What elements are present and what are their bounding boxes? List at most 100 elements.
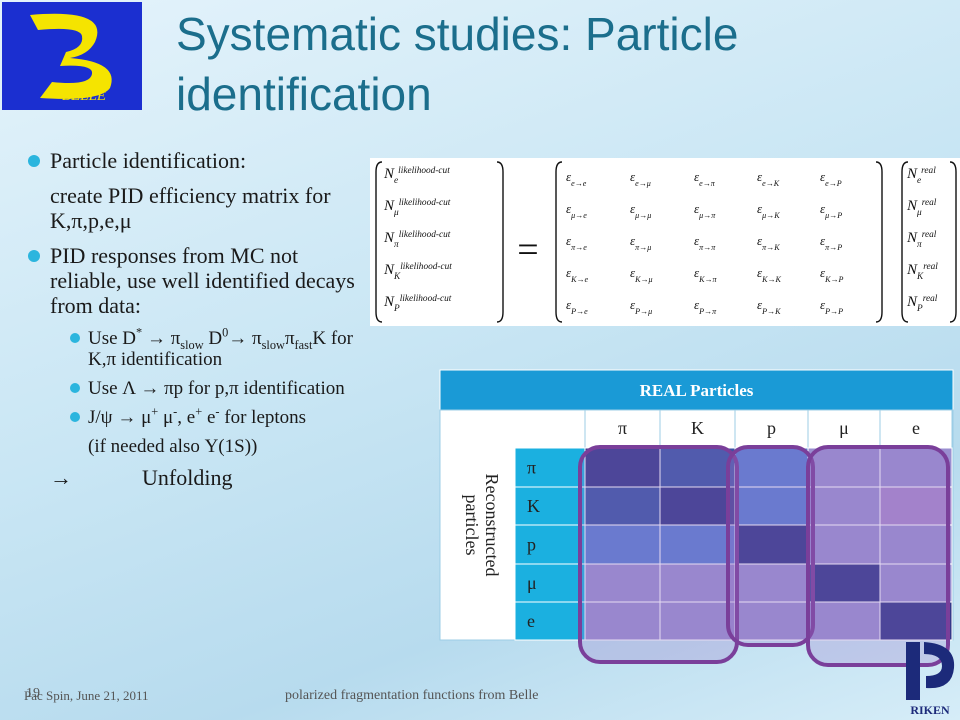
matrix-entry-part: → bbox=[639, 211, 647, 220]
bracket bbox=[901, 161, 909, 323]
matrix-entry-part: → bbox=[766, 243, 774, 252]
matrix-entry-part: ε bbox=[694, 233, 700, 248]
vector-entry-part: N bbox=[383, 230, 395, 246]
matrix-entry-part: ε bbox=[757, 201, 763, 216]
row-label: π bbox=[527, 458, 536, 478]
matrix-entry-part: e bbox=[585, 275, 589, 284]
bullet-text: D bbox=[203, 328, 223, 349]
matrix-cell bbox=[584, 601, 661, 641]
matrix-entry-part: → bbox=[640, 307, 648, 316]
matrix-entry-part: P bbox=[836, 211, 842, 220]
matrix-cell bbox=[879, 601, 953, 641]
bracket bbox=[949, 161, 957, 323]
row-label: p bbox=[527, 535, 536, 555]
bullet-text: e bbox=[202, 407, 216, 428]
bullet-item: create PID efficiency matrix for K,π,p,e… bbox=[28, 183, 358, 233]
bullet-item: J/ψ → μ+ μ-, e+ e- for leptons bbox=[28, 404, 358, 428]
row-label-cell bbox=[514, 524, 586, 565]
matrix-entry: επ→P bbox=[820, 233, 842, 252]
matrix-cell bbox=[584, 524, 661, 565]
matrix-entry: εK→π bbox=[694, 265, 718, 284]
bullet-text: fast bbox=[294, 337, 313, 352]
matrix-cell bbox=[879, 563, 953, 603]
matrix-cell bbox=[807, 524, 881, 565]
matrix-entry: επ→π bbox=[694, 233, 716, 252]
matrix-entry-part: K bbox=[634, 275, 641, 284]
matrix-cell bbox=[734, 601, 809, 641]
bullet-text: Particle identification: bbox=[50, 148, 247, 173]
row-label: μ bbox=[527, 573, 537, 593]
matrix-entry: εP→P bbox=[820, 297, 843, 316]
vector-entry-part: P bbox=[916, 304, 923, 314]
matrix-entry-part: → bbox=[704, 307, 712, 316]
col-label: K bbox=[691, 418, 704, 438]
matrix-entry-part: → bbox=[576, 307, 584, 316]
matrix-entry-part: P bbox=[837, 307, 843, 316]
matrix-entry-part: μ bbox=[646, 179, 651, 188]
matrix-entry-part: e bbox=[762, 179, 766, 188]
matrix-entry-part: ε bbox=[694, 297, 700, 312]
highlight-outline bbox=[806, 445, 950, 667]
page-number: 19 bbox=[26, 686, 40, 701]
bullet-text: + bbox=[195, 404, 203, 419]
vector-entry-part: e bbox=[394, 176, 398, 186]
row-label-cell bbox=[514, 563, 586, 603]
matrix-entry-part: ε bbox=[757, 169, 763, 184]
bullet-item: (if needed also Υ(1S)) bbox=[28, 436, 358, 457]
bullet-marker bbox=[28, 250, 40, 262]
matrix-entry: εP→K bbox=[757, 297, 781, 316]
bullet-text: PID responses from MC not reliable, use … bbox=[50, 243, 355, 318]
matrix-entry-part: K bbox=[773, 179, 780, 188]
vector-entry-part: π bbox=[917, 240, 922, 250]
matrix-entry: εe→K bbox=[757, 169, 780, 188]
matrix-entry-part: ε bbox=[820, 169, 826, 184]
vector-entry-part: K bbox=[916, 272, 924, 282]
matrix-entry: εμ→P bbox=[820, 201, 842, 220]
bracket bbox=[496, 161, 504, 323]
bullet-text: - bbox=[173, 404, 178, 419]
vector-entry-part: likelihood-cut bbox=[399, 198, 451, 208]
matrix-cell bbox=[879, 447, 953, 488]
matrix-entry: εμ→π bbox=[694, 201, 716, 220]
matrix-entry-part: μ bbox=[698, 211, 703, 220]
matrix-entry: επ→μ bbox=[630, 233, 651, 252]
vector-entry-part: P bbox=[393, 304, 400, 314]
row-label-cell bbox=[514, 447, 586, 488]
vector-entry-part: N bbox=[906, 166, 918, 182]
equals-sign: = bbox=[517, 229, 538, 271]
matrix-entry-part: ε bbox=[566, 297, 572, 312]
vector-entry-part: π bbox=[394, 240, 399, 250]
matrix-entry-part: π bbox=[762, 243, 767, 252]
matrix-entry: εK→μ bbox=[630, 265, 653, 284]
matrix-entry-part: μ bbox=[647, 307, 652, 316]
vector-entry: Nπlikelihood-cut bbox=[383, 230, 451, 250]
matrix-entry-part: → bbox=[575, 211, 583, 220]
matrix-cell bbox=[659, 524, 736, 565]
matrix-entry-part: π bbox=[711, 211, 716, 220]
matrix-entry-part: ε bbox=[630, 297, 636, 312]
matrix-entry-part: ε bbox=[566, 169, 572, 184]
logo-text: RIKEN bbox=[910, 703, 950, 717]
matrix-entry-part: μ bbox=[646, 243, 651, 252]
bullet-item: Particle identification: bbox=[28, 148, 358, 173]
matrix-entry-part: e bbox=[635, 179, 639, 188]
bullet-item: PID responses from MC not reliable, use … bbox=[28, 243, 358, 318]
row-header-line: particles bbox=[462, 495, 482, 556]
matrix-entry: επ→K bbox=[757, 233, 780, 252]
row-label: K bbox=[527, 496, 540, 516]
footer-text: polarized fragmentation functions from B… bbox=[285, 688, 539, 703]
matrix-entry: επ→e bbox=[566, 233, 587, 252]
matrix-entry: εμ→μ bbox=[630, 201, 651, 220]
matrix-entry-part: π bbox=[713, 275, 718, 284]
bullet-marker bbox=[70, 383, 80, 393]
bracket bbox=[555, 161, 563, 323]
matrix-entry-part: ε bbox=[820, 297, 826, 312]
matrix-entry-part: K bbox=[773, 211, 780, 220]
vector-entry-part: μ bbox=[393, 208, 399, 218]
matrix-entry-part: → bbox=[766, 179, 774, 188]
matrix-entry-part: e bbox=[699, 179, 703, 188]
matrix-entry: εe→e bbox=[566, 169, 587, 188]
bullet-text: slow bbox=[261, 337, 285, 352]
bullet-text: , e bbox=[177, 407, 196, 428]
vector-entry: NPlikelihood-cut bbox=[383, 294, 452, 314]
